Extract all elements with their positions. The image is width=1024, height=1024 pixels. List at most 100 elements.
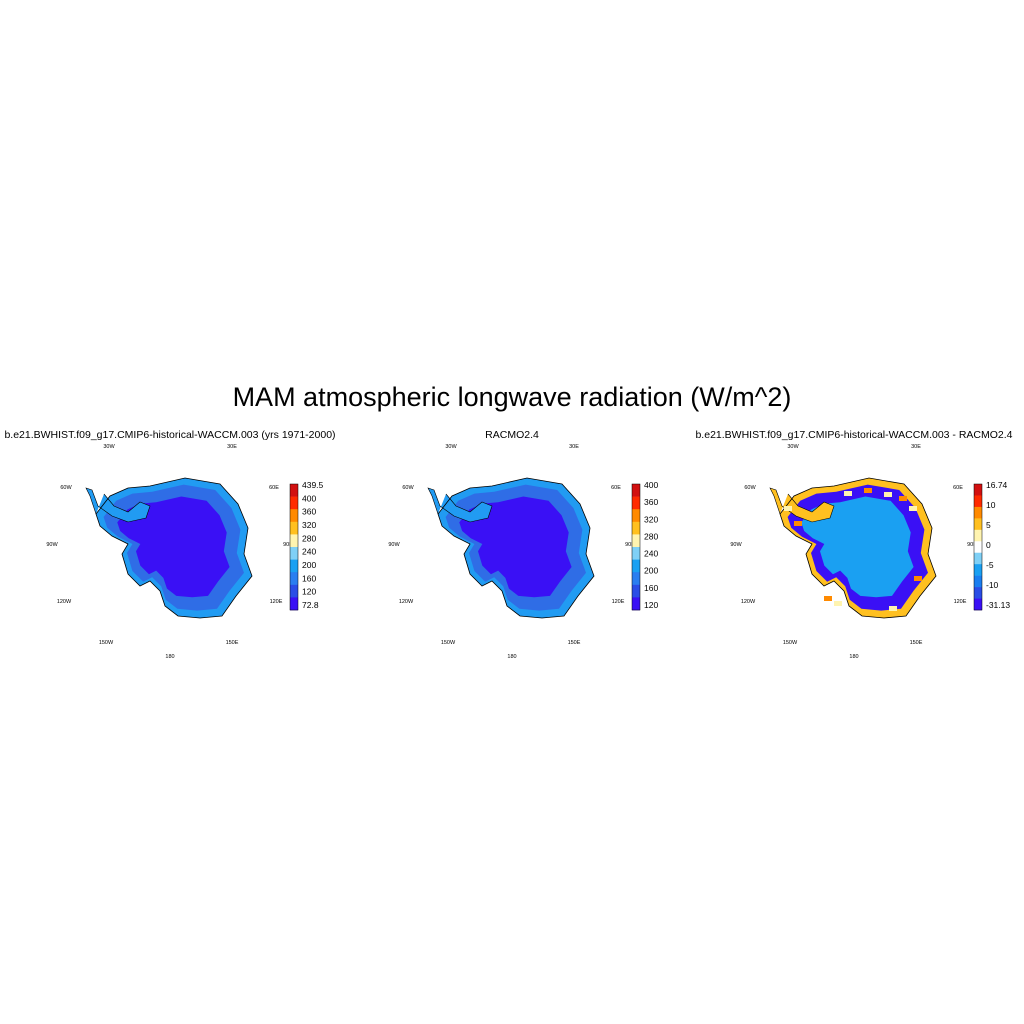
panel-title: b.e21.BWHIST.f09_g17.CMIP6-historical-WA… — [4, 429, 336, 441]
longitude-label: 60E — [611, 485, 621, 491]
colorbar-label: 439.5 — [302, 480, 324, 490]
longitude-label: 60W — [60, 485, 72, 491]
colorbar-label: -31.13 — [986, 600, 1010, 610]
colorbar-label: 200 — [302, 560, 316, 570]
colorbar-label: 200 — [644, 566, 658, 576]
longitude-label: 150W — [99, 640, 114, 646]
anomaly-cell — [884, 492, 892, 497]
colorbar-segment — [974, 506, 982, 519]
map-waccm: 30W 30E 60W 60E 90W 90E 120W 120E 150W 150E 180 439… — [46, 444, 324, 660]
longitude-label: 90W — [730, 542, 742, 548]
colorbar-segment — [632, 496, 640, 510]
longitude-label: 150W — [441, 640, 456, 646]
anomaly-cell — [844, 491, 852, 496]
anomaly-cell — [824, 596, 832, 601]
coastline — [95, 477, 253, 619]
colorbar-segment — [632, 584, 640, 598]
colorbar-segment — [974, 598, 982, 611]
colorbar-segment — [632, 597, 640, 611]
colorbar-label: 280 — [644, 531, 658, 541]
colorbar-label: 16.74 — [986, 480, 1008, 490]
colorbar-segment — [974, 484, 982, 496]
colorbar-frame — [631, 483, 641, 611]
longitude-label: 60E — [953, 485, 963, 491]
colorbar-segment — [632, 484, 640, 497]
panel-title: RACMO2.4 — [485, 429, 539, 441]
longitude-label: 120E — [270, 599, 283, 605]
longitude-label: 30E — [227, 444, 237, 450]
anomaly-cell — [914, 576, 922, 581]
colorbar-segment — [974, 552, 982, 565]
colorbar-label: 400 — [302, 493, 316, 503]
longitude-label: 60E — [269, 485, 279, 491]
colorbar-label: 360 — [302, 507, 316, 517]
colorbar-label: 120 — [644, 600, 658, 610]
colorbar-segment — [290, 559, 298, 573]
longitude-label: 180 — [165, 654, 174, 660]
ice-sheet-interior — [459, 496, 572, 598]
colorbar-label: 72.8 — [302, 600, 319, 610]
longitude-label: 120E — [612, 599, 625, 605]
colorbar-frame — [289, 483, 299, 611]
colorbar-segment — [974, 495, 982, 508]
colorbar-segment — [974, 518, 982, 531]
longitude-label: 30W — [103, 444, 115, 450]
anomaly-cell — [784, 506, 792, 511]
colorbar-segment — [290, 521, 298, 535]
colorbar-segment — [632, 521, 640, 535]
colorbar-label: 360 — [644, 497, 658, 507]
colorbar-label: -10 — [986, 580, 999, 590]
antarctic-peninsula — [427, 487, 493, 523]
longitude-label: 150E — [568, 640, 581, 646]
colorbar-segment — [290, 572, 298, 586]
colorbar-label: 400 — [644, 480, 658, 490]
antarctic-peninsula — [85, 487, 151, 523]
coastline — [437, 477, 595, 619]
colorbar-label: 240 — [644, 549, 658, 559]
longitude-label: 180 — [849, 654, 858, 660]
colorbar-segment — [974, 529, 982, 542]
colorbar-segment — [974, 575, 982, 588]
longitude-label: 90E — [283, 542, 293, 548]
colorbar-segment — [290, 534, 298, 548]
longitude-label: 30W — [445, 444, 457, 450]
colorbar-label: 320 — [302, 520, 316, 530]
longitude-label: 150E — [226, 640, 239, 646]
longitude-label: 90W — [388, 542, 400, 548]
longitude-label: 30E — [569, 444, 579, 450]
longitude-label: 120W — [57, 599, 72, 605]
colorbar-frame — [973, 483, 983, 611]
map-difference: 30W 30E 60W 60E 90W 90E 120W 120E 150W 150E 180 16.… — [730, 444, 1010, 660]
colorbar-label: 160 — [302, 573, 316, 583]
anomaly-cell — [864, 488, 872, 493]
longitude-label: 30W — [787, 444, 799, 450]
ice-sheet-interior — [801, 496, 914, 598]
longitude-label: 30E — [911, 444, 921, 450]
colorbar-segment — [290, 584, 298, 598]
colorbar-segment — [632, 572, 640, 586]
ice-sheet-interior — [117, 496, 230, 598]
colorbar-label: 0 — [986, 540, 991, 550]
colorbar-label: 160 — [644, 583, 658, 593]
panel-title: b.e21.BWHIST.f09_g17.CMIP6-historical-WA… — [695, 429, 1013, 441]
colorbar-label: -5 — [986, 560, 994, 570]
longitude-label: 120E — [954, 599, 967, 605]
colorbar-label: 320 — [644, 514, 658, 524]
colorbar-label: 120 — [302, 587, 316, 597]
colorbar-segment — [632, 509, 640, 523]
map-racmo: 30W 30E 60W 60E 90W 90E 120W 120E 150W 150E 180 400… — [388, 444, 658, 660]
panel-difference: b.e21.BWHIST.f09_g17.CMIP6-historical-WA… — [684, 426, 1024, 666]
longitude-label: 90W — [46, 542, 58, 548]
longitude-label: 180 — [507, 654, 516, 660]
longitude-label: 120W — [399, 599, 414, 605]
anomaly-cell — [794, 521, 802, 526]
colorbar-segment — [632, 547, 640, 560]
anomaly-cell — [909, 506, 917, 511]
colorbar-segment — [290, 496, 298, 510]
antarctic-peninsula — [769, 487, 835, 523]
panel-racmo: RACMO2.4 30W 30E 60W 60E 90W 90E 120W 120E 150W 1… — [342, 426, 682, 666]
longitude-label: 120W — [741, 599, 756, 605]
colorbar-segment — [632, 534, 640, 548]
colorbar-label: 10 — [986, 500, 996, 510]
colorbar-segment — [974, 564, 982, 576]
